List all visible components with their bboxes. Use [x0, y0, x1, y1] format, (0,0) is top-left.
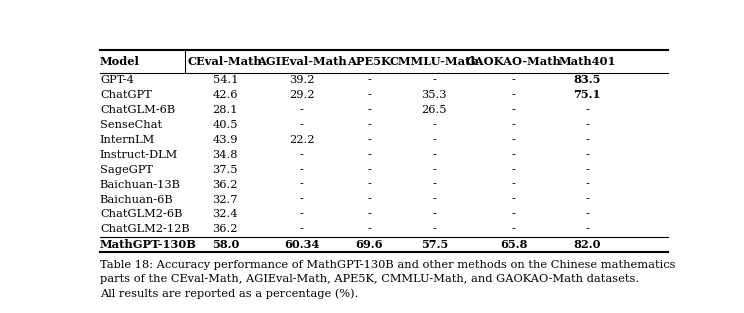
- Text: -: -: [512, 90, 516, 100]
- Text: SageGPT: SageGPT: [100, 165, 153, 175]
- Text: 69.6: 69.6: [356, 239, 383, 250]
- Text: -: -: [300, 224, 304, 234]
- Text: -: -: [432, 224, 436, 234]
- Text: 32.7: 32.7: [213, 194, 238, 204]
- Text: -: -: [586, 105, 589, 115]
- Text: Baichuan-13B: Baichuan-13B: [100, 180, 181, 190]
- Text: 29.2: 29.2: [289, 90, 315, 100]
- Text: 22.2: 22.2: [289, 135, 315, 145]
- Text: -: -: [586, 209, 589, 219]
- Text: GAOKAO-Math: GAOKAO-Math: [466, 56, 562, 67]
- Text: -: -: [300, 209, 304, 219]
- Text: 36.2: 36.2: [213, 224, 238, 234]
- Text: -: -: [432, 209, 436, 219]
- Text: -: -: [432, 165, 436, 175]
- Text: -: -: [368, 90, 371, 100]
- Text: CMMLU-Math: CMMLU-Math: [389, 56, 479, 67]
- Text: -: -: [432, 150, 436, 160]
- Text: MathGPT-130B: MathGPT-130B: [100, 239, 197, 250]
- Text: -: -: [586, 150, 589, 160]
- Text: -: -: [512, 120, 516, 130]
- Text: -: -: [368, 120, 371, 130]
- Text: -: -: [300, 194, 304, 204]
- Text: 26.5: 26.5: [422, 105, 447, 115]
- Text: -: -: [586, 194, 589, 204]
- Text: 60.34: 60.34: [284, 239, 319, 250]
- Text: -: -: [368, 135, 371, 145]
- Text: 42.6: 42.6: [213, 90, 238, 100]
- Text: -: -: [512, 150, 516, 160]
- Text: Table 18: Accuracy performance of MathGPT-130B and other methods on the Chinese : Table 18: Accuracy performance of MathGP…: [100, 260, 676, 299]
- Text: AGIEval-Math: AGIEval-Math: [257, 56, 347, 67]
- Text: APE5K: APE5K: [347, 56, 391, 67]
- Text: ChatGPT: ChatGPT: [100, 90, 152, 100]
- Text: -: -: [368, 75, 371, 85]
- Text: 75.1: 75.1: [574, 90, 601, 100]
- Text: 36.2: 36.2: [213, 180, 238, 190]
- Text: 65.8: 65.8: [500, 239, 527, 250]
- Text: -: -: [300, 120, 304, 130]
- Text: ChatGLM2-12B: ChatGLM2-12B: [100, 224, 190, 234]
- Text: Model: Model: [100, 56, 140, 67]
- Text: -: -: [512, 180, 516, 190]
- Text: 39.2: 39.2: [289, 75, 315, 85]
- Text: -: -: [512, 165, 516, 175]
- Text: -: -: [512, 224, 516, 234]
- Text: GPT-4: GPT-4: [100, 75, 134, 85]
- Text: -: -: [300, 105, 304, 115]
- Text: 35.3: 35.3: [422, 90, 447, 100]
- Text: 83.5: 83.5: [574, 74, 601, 85]
- Text: -: -: [368, 180, 371, 190]
- Text: 57.5: 57.5: [420, 239, 448, 250]
- Text: -: -: [368, 165, 371, 175]
- Text: -: -: [368, 224, 371, 234]
- Text: -: -: [300, 165, 304, 175]
- Text: -: -: [512, 135, 516, 145]
- Text: -: -: [368, 194, 371, 204]
- Text: ChatGLM-6B: ChatGLM-6B: [100, 105, 175, 115]
- Text: 58.0: 58.0: [211, 239, 239, 250]
- Text: 34.8: 34.8: [213, 150, 238, 160]
- Text: -: -: [368, 105, 371, 115]
- Text: SenseChat: SenseChat: [100, 120, 162, 130]
- Text: 32.4: 32.4: [213, 209, 238, 219]
- Text: -: -: [512, 194, 516, 204]
- Text: InternLM: InternLM: [100, 135, 155, 145]
- Text: -: -: [300, 150, 304, 160]
- Text: -: -: [586, 224, 589, 234]
- Text: -: -: [586, 180, 589, 190]
- Text: 28.1: 28.1: [213, 105, 238, 115]
- Text: -: -: [300, 180, 304, 190]
- Text: -: -: [512, 209, 516, 219]
- Text: -: -: [512, 75, 516, 85]
- Text: -: -: [512, 105, 516, 115]
- Text: 82.0: 82.0: [574, 239, 601, 250]
- Text: Math401: Math401: [559, 56, 616, 67]
- Text: 54.1: 54.1: [213, 75, 238, 85]
- Text: -: -: [432, 135, 436, 145]
- Text: -: -: [368, 209, 371, 219]
- Text: 43.9: 43.9: [213, 135, 238, 145]
- Text: -: -: [586, 120, 589, 130]
- Text: -: -: [432, 180, 436, 190]
- Text: -: -: [432, 194, 436, 204]
- Text: Baichuan-6B: Baichuan-6B: [100, 194, 173, 204]
- Text: ChatGLM2-6B: ChatGLM2-6B: [100, 209, 182, 219]
- Text: -: -: [586, 135, 589, 145]
- Text: -: -: [432, 75, 436, 85]
- Text: CEval-Math: CEval-Math: [188, 56, 263, 67]
- Text: 40.5: 40.5: [213, 120, 238, 130]
- Text: 37.5: 37.5: [213, 165, 238, 175]
- Text: Instruct-DLM: Instruct-DLM: [100, 150, 178, 160]
- Text: -: -: [368, 150, 371, 160]
- Text: -: -: [586, 165, 589, 175]
- Text: -: -: [432, 120, 436, 130]
